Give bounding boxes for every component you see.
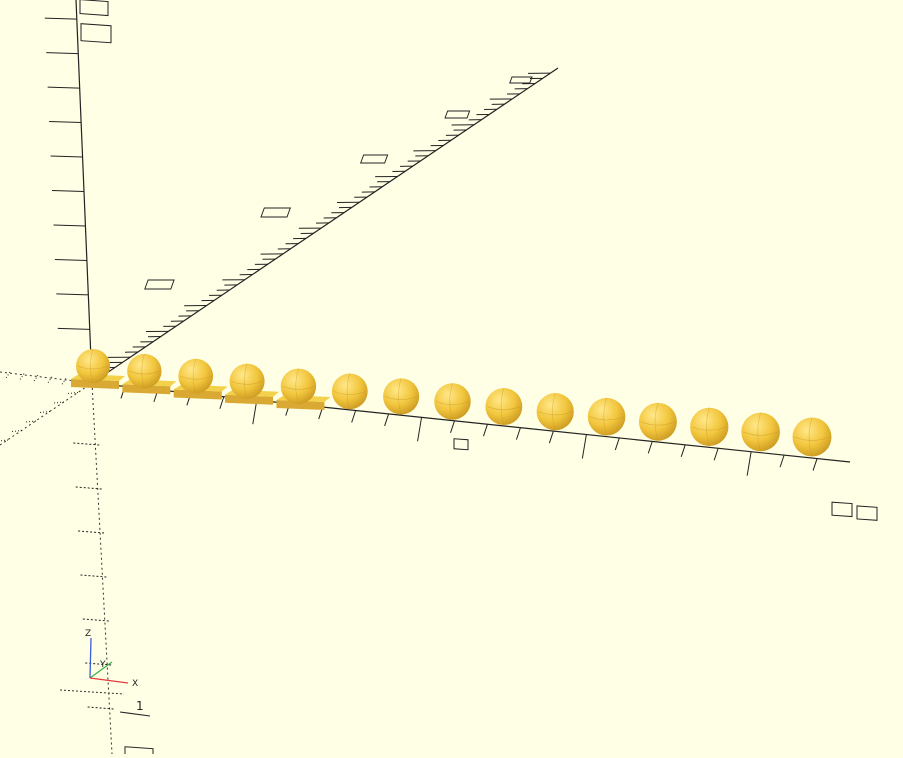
sphere-body xyxy=(639,403,677,441)
sphere-object[interactable] xyxy=(537,393,574,430)
x-axis-tick xyxy=(648,441,652,453)
sphere-body xyxy=(332,373,368,409)
y-axis-label-box-1 xyxy=(145,280,174,289)
x-axis-tick xyxy=(714,448,718,460)
gizmo-z-label: Z xyxy=(85,629,91,639)
gizmo-x-label: X xyxy=(132,679,138,689)
z-axis-tick xyxy=(58,328,90,329)
z-axis-tick xyxy=(48,87,80,88)
z-axis-tick xyxy=(53,225,85,226)
scale-marker: 1 xyxy=(120,699,150,716)
sphere-object[interactable] xyxy=(639,403,677,441)
x-axis-tick xyxy=(780,455,784,467)
x-axis-tick xyxy=(385,414,389,426)
sphere-object[interactable] xyxy=(225,364,279,405)
gizmo-y-label: Y xyxy=(99,660,106,670)
sphere-body xyxy=(537,393,574,430)
x-axis-tick xyxy=(549,431,553,443)
sphere-body xyxy=(485,388,522,425)
z-axis-tick xyxy=(45,18,77,19)
z-axis-tick xyxy=(51,156,83,157)
z-axis-tick xyxy=(49,122,81,123)
z-axis-end-label xyxy=(81,24,111,43)
x-axis-tick xyxy=(483,424,487,436)
axes-gizmo: Z Y X xyxy=(60,629,138,694)
sphere-body xyxy=(230,364,265,399)
negative-z-axis-line xyxy=(92,383,112,754)
negative-z-axis-end-label xyxy=(125,747,153,754)
z-axis-end-label-top xyxy=(80,0,108,16)
z-axis-tick xyxy=(46,53,78,54)
z-axis-tick xyxy=(55,259,87,260)
sphere-object[interactable] xyxy=(71,349,125,389)
x-axis-tick xyxy=(747,452,751,476)
x-axis-tick xyxy=(582,435,586,459)
y-axis-label-box-2 xyxy=(261,208,290,217)
negative-axis-lines xyxy=(0,372,112,754)
gizmo-x-axis xyxy=(90,678,128,683)
x-axis-tick xyxy=(451,421,455,433)
sphere-body xyxy=(741,413,780,452)
sphere-body xyxy=(76,349,110,383)
gizmo-neg-axis xyxy=(60,690,124,694)
sphere-body xyxy=(383,378,419,414)
y-axis-label-box-4 xyxy=(445,111,470,118)
negative-y-axis-line xyxy=(0,383,92,445)
x-axis-label-box xyxy=(454,439,468,450)
x-axis-tick xyxy=(418,417,422,441)
x-axis-tick xyxy=(516,428,520,440)
sphere-body xyxy=(690,408,728,446)
x-axis-tick xyxy=(615,438,619,450)
sphere-body xyxy=(281,369,316,404)
x-axis-tick xyxy=(352,410,356,422)
sphere-object[interactable] xyxy=(485,388,522,425)
negative-z-axis-tick xyxy=(80,575,106,577)
y-axis-label-box-5 xyxy=(510,77,532,83)
z-axis-tick xyxy=(56,294,88,295)
sphere-object[interactable] xyxy=(793,418,832,457)
sphere-object[interactable] xyxy=(741,413,780,452)
sphere-object[interactable] xyxy=(174,359,228,400)
sphere-body xyxy=(178,359,213,394)
negative-y-axis-tick xyxy=(0,440,8,441)
negative-x-axis-tick xyxy=(62,378,66,384)
negative-z-axis-tick xyxy=(78,531,104,533)
sphere-body xyxy=(793,418,832,457)
x-axis-end-label-2 xyxy=(857,506,877,520)
x-axis-end-label xyxy=(832,502,852,516)
axis-ticks xyxy=(0,18,817,709)
gizmo-z-axis xyxy=(90,638,91,678)
sphere-object[interactable] xyxy=(276,369,330,410)
y-axis-label-box-3 xyxy=(361,155,388,163)
negative-y-axis-tick xyxy=(40,412,50,413)
z-axis-tick xyxy=(52,191,84,192)
sphere-object[interactable] xyxy=(383,378,419,414)
scale-marker-label: 1 xyxy=(136,699,144,713)
sphere-object[interactable] xyxy=(332,373,368,409)
sphere-object[interactable] xyxy=(434,383,471,420)
sphere-body xyxy=(588,398,626,436)
sphere-object[interactable] xyxy=(122,354,176,394)
y-axis-line xyxy=(92,68,558,383)
sphere-body xyxy=(434,383,471,420)
x-axis-tick xyxy=(681,445,685,457)
negative-y-axis-tick xyxy=(68,393,78,394)
sphere-body xyxy=(127,354,161,388)
sphere-object[interactable] xyxy=(588,398,626,436)
sphere-object[interactable] xyxy=(690,408,728,446)
x-axis-tick xyxy=(813,459,817,471)
model-objects[interactable] xyxy=(71,349,832,457)
